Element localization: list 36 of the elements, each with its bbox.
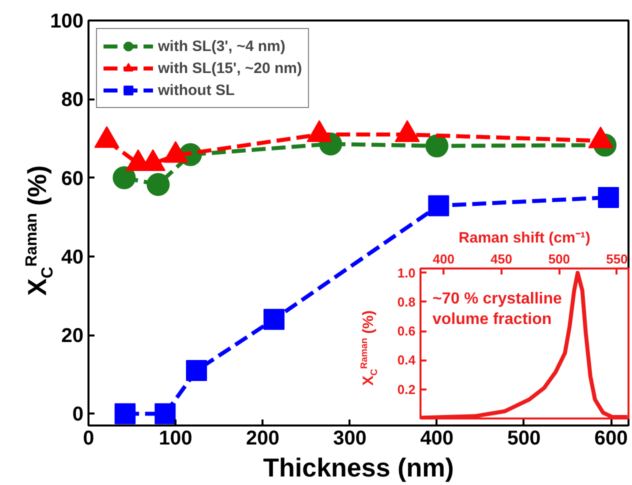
- x-tick-label: 200: [246, 428, 280, 450]
- point: [425, 134, 448, 158]
- y-tick-label: 0.4: [397, 352, 416, 368]
- y-tick-label: 100: [50, 10, 84, 32]
- x-tick-label: 400: [420, 428, 454, 450]
- y-tick-label: 80: [61, 89, 84, 112]
- y-tick-label: 0: [72, 404, 84, 426]
- point: [154, 403, 176, 424]
- point: [428, 195, 450, 216]
- x-tick-label: 500: [548, 252, 570, 266]
- x-tick-label: 600: [594, 428, 628, 450]
- legend-label: with SL(3', ~4 nm): [158, 36, 286, 56]
- point: [186, 360, 207, 381]
- point: [146, 172, 170, 196]
- legend-label: with SL(15', ~20 nm): [158, 58, 302, 78]
- point: [114, 403, 136, 424]
- y-tick-label: 60: [61, 168, 84, 190]
- point: [598, 186, 619, 208]
- x-tick-label: 500: [507, 428, 541, 450]
- point: [264, 308, 285, 330]
- annotation: ~70 % crystalline volume fraction: [432, 290, 562, 328]
- x-axis-title: Thickness (nm): [263, 452, 454, 482]
- y-tick-label: 20: [61, 325, 84, 348]
- legend-label: without SL: [158, 80, 235, 100]
- x-axis-title: Raman shift (cm⁻¹): [458, 230, 590, 246]
- x-tick-label: 550: [606, 252, 628, 266]
- y-tick-label: 0.6: [397, 324, 416, 339]
- y-tick-label: 1.0: [397, 265, 416, 280]
- y-tick-label: 40: [61, 246, 84, 268]
- y-tick-label: 0.8: [397, 294, 416, 310]
- x-tick-label: 450: [490, 252, 512, 266]
- x-tick-label: 100: [158, 428, 192, 450]
- x-tick-label: 300: [333, 428, 366, 450]
- point: [112, 166, 136, 190]
- y-tick-label: 0.2: [397, 382, 416, 397]
- x-tick-label: 400: [432, 252, 454, 266]
